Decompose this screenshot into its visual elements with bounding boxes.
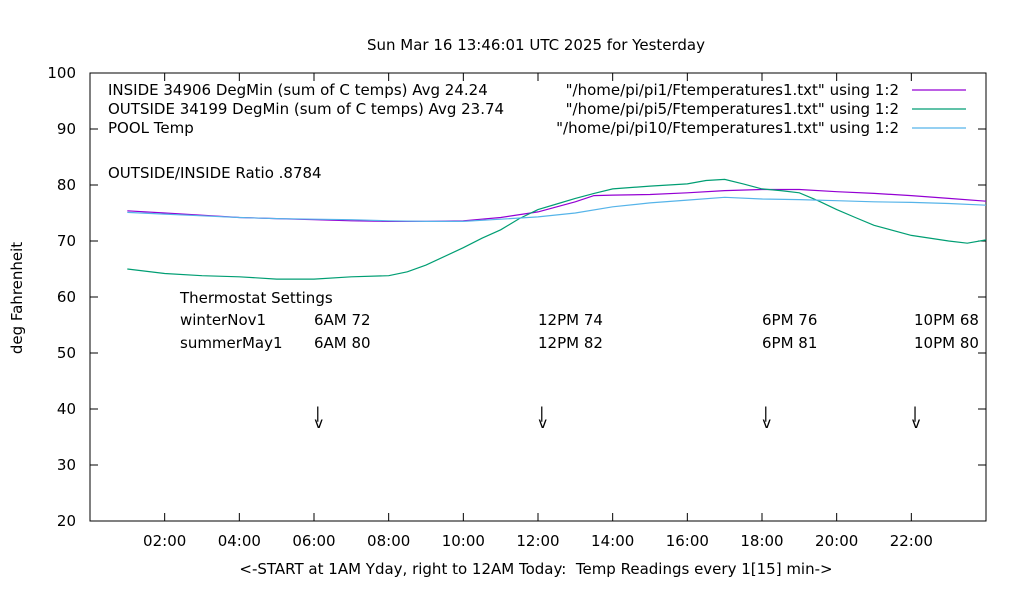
marker-bar: | [315,404,320,422]
marker-arrow: v [538,414,547,432]
legend-entry-name: INSIDE 34906 DegMin (sum of C temps) Avg… [108,81,488,99]
y-tick-label: 80 [57,176,76,194]
series-line-2 [127,196,987,222]
marker-bar: | [913,404,918,422]
y-axis-label: deg Fahrenheit [8,242,26,354]
x-tick-label: 20:00 [815,532,858,550]
y-axis-ticks: 20 30 40 50 60 70 80 90 100 [47,64,986,530]
x-tick-label: 12:00 [516,532,559,550]
marker-bar: | [539,404,544,422]
thermostat-setting: 6PM 76 [762,311,817,329]
marker-arrow: v [912,414,921,432]
y-tick-label: 70 [57,232,76,250]
marker-bar: | [763,404,768,422]
x-tick-label: 16:00 [666,532,709,550]
thermostat-setting: 6AM 72 [314,311,371,329]
series-line-0 [127,188,987,222]
thermostat-title: Thermostat Settings [179,289,333,307]
x-tick-label: 02:00 [143,532,186,550]
x-tick-label: 10:00 [442,532,485,550]
y-tick-label: 30 [57,456,76,474]
x-tick-label: 06:00 [292,532,335,550]
x-tick-label: 18:00 [740,532,783,550]
legend-entry-name: OUTSIDE 34199 DegMin (sum of C temps) Av… [108,100,504,118]
y-tick-label: 50 [57,344,76,362]
legend-entry-source: "/home/pi/pi10/Ftemperatures1.txt" using… [556,119,899,137]
thermostat-table: winterNov1 6AM 72 12PM 74 6PM 76 10PM 68 summ… [180,311,979,352]
x-axis-ticks: 02:00 04:00 06:00 08:00 10:00 12:00 14:00 16:00… [143,73,933,550]
thermostat-setting: 10PM 68 [914,311,979,329]
legend: INSIDE 34906 DegMin (sum of C temps) Avg… [108,81,966,137]
thermostat-setting: 12PM 74 [538,311,603,329]
thermostat-row-label: winterNov1 [180,311,266,329]
x-tick-label: 14:00 [591,532,634,550]
y-tick-label: 90 [57,120,76,138]
ratio-annotation: OUTSIDE/INSIDE Ratio .8784 [108,164,322,182]
y-tick-label: 60 [57,288,76,306]
thermostat-setting: 12PM 82 [538,334,603,352]
y-tick-label: 20 [57,512,76,530]
x-axis-label: <-START at 1AM Yday, right to 12AM Today… [239,560,832,578]
thermostat-setting: 10PM 80 [914,334,979,352]
thermostat-row-label: summerMay1 [180,334,283,352]
y-tick-label: 40 [57,400,76,418]
thermostat-markers: |v|v|v|v [314,404,920,432]
x-tick-label: 04:00 [218,532,261,550]
x-tick-label: 22:00 [890,532,933,550]
plot-area: 20 30 40 50 60 70 80 90 100 02:00 04:00 06:00 08:00… [47,64,987,550]
marker-arrow: v [762,414,771,432]
marker-arrow: v [314,414,323,432]
thermostat-setting: 6AM 80 [314,334,371,352]
legend-entry-name: POOL Temp [108,119,194,137]
x-tick-label: 08:00 [367,532,410,550]
legend-entry-source: "/home/pi/pi5/Ftemperatures1.txt" using … [566,100,899,118]
thermostat-setting: 6PM 81 [762,334,817,352]
series-line-1 [127,178,987,280]
y-tick-label: 100 [47,64,76,82]
chart-title: Sun Mar 16 13:46:01 UTC 2025 for Yesterd… [367,36,705,54]
legend-entry-source: "/home/pi/pi1/Ftemperatures1.txt" using … [566,81,899,99]
series-lines [127,178,987,280]
